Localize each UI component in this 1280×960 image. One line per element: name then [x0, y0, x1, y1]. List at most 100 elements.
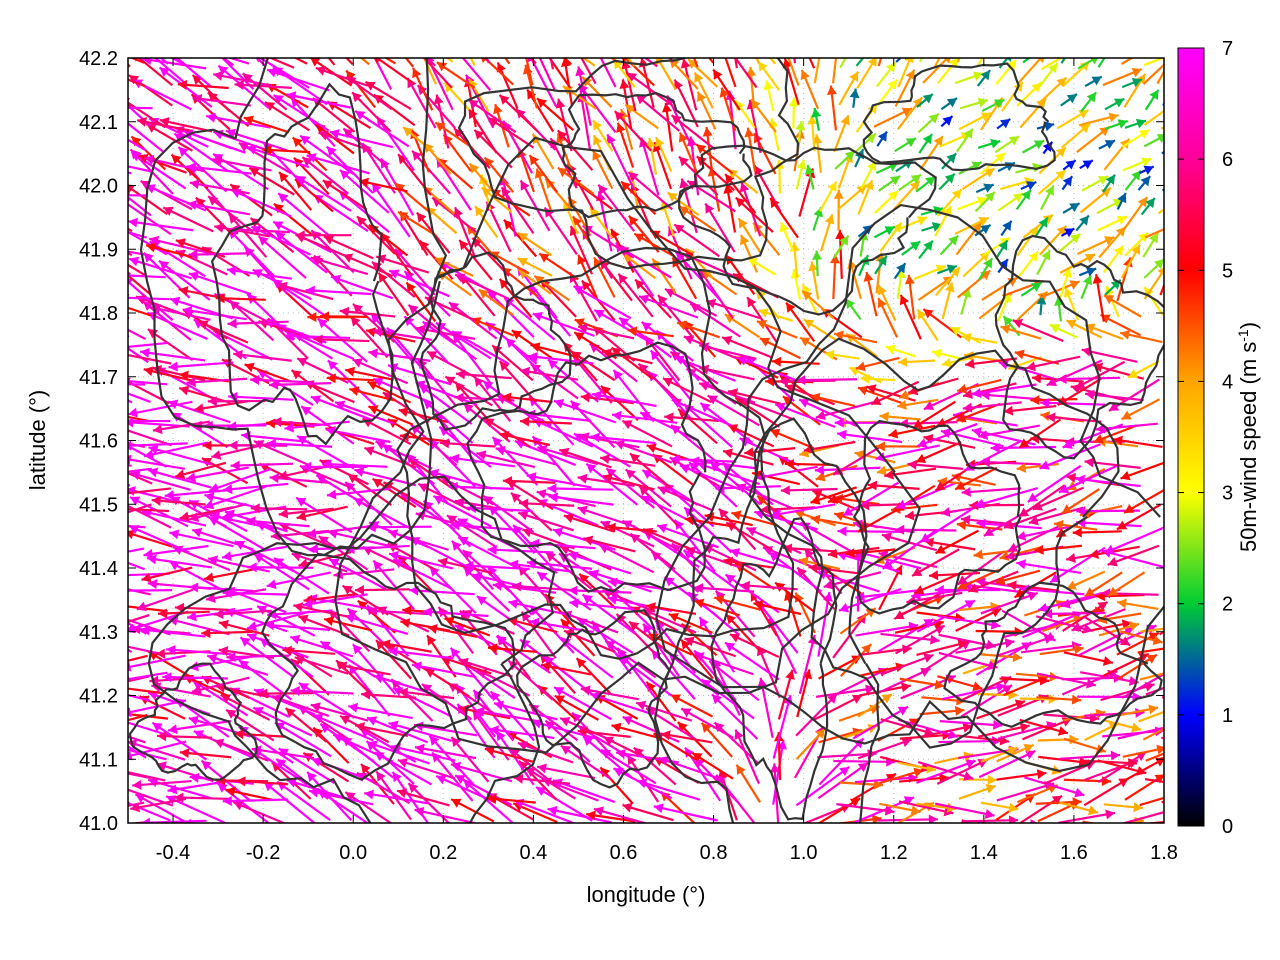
wind-arrow-head — [192, 93, 203, 104]
wind-arrow-head — [388, 529, 399, 539]
wind-arrow-shaft — [798, 634, 816, 695]
wind-arrow-head — [674, 519, 685, 531]
wind-arrow-head — [214, 738, 225, 749]
wind-arrow-head — [62, 558, 72, 568]
wind-arrow-head — [99, 721, 109, 731]
wind-arrow-shaft — [787, 58, 800, 86]
wind-arrow-shaft — [435, 321, 492, 360]
wind-arrow-shaft — [598, 543, 655, 574]
wind-arrow-head — [408, 783, 419, 794]
wind-arrow-head — [174, 792, 184, 803]
colorbar-tick-label: 6 — [1222, 149, 1233, 171]
wind-arrow-head — [980, 70, 991, 81]
wind-arrow-head — [1127, 757, 1138, 768]
wind-arrow-head — [217, 783, 228, 793]
wind-arrow-shaft — [1018, 484, 1066, 518]
wind-arrow-head — [634, 233, 645, 243]
wind-arrow-head — [1071, 622, 1082, 632]
wind-arrow-shaft — [1028, 506, 1084, 525]
wind-arrow-head — [1082, 275, 1093, 286]
wind-arrow-shaft — [334, 401, 395, 425]
wind-arrow-head — [1163, 104, 1164, 106]
wind-arrow-head — [234, 729, 244, 740]
wind-arrow-head — [622, 420, 633, 430]
wind-arrow-shaft — [306, 154, 370, 175]
terrain-contours — [128, 58, 1164, 823]
wind-arrow-shaft — [673, 519, 716, 573]
wind-arrow-head — [723, 448, 734, 459]
wind-arrow-shaft — [817, 761, 869, 800]
wind-arrow-shaft — [351, 91, 392, 133]
wind-arrow-shaft — [263, 780, 316, 823]
wind-arrow-head — [576, 658, 587, 669]
wind-arrow-shaft — [606, 133, 636, 191]
wind-arrow-head — [465, 11, 474, 21]
wind-arrow-head — [1049, 324, 1061, 334]
wind-arrow-shaft — [1058, 464, 1119, 494]
wind-arrow-shaft — [367, 741, 430, 765]
wind-arrow-head — [402, 605, 412, 616]
wind-arrow-head — [496, 636, 507, 646]
wind-arrow-head — [1097, 176, 1109, 185]
wind-arrow-shaft — [344, 791, 393, 823]
wind-arrow-head — [230, 460, 240, 471]
wind-arrow-head — [454, 624, 466, 634]
wind-arrow-head — [1090, 58, 1099, 65]
wind-arrow-head — [856, 184, 867, 195]
wind-arrow-shaft — [128, 106, 153, 110]
wind-arrow-shaft — [645, 707, 697, 741]
wind-arrow-head — [1051, 795, 1063, 805]
wind-arrow-head — [530, 342, 541, 353]
wind-arrow-head — [368, 405, 379, 415]
wind-arrow-head — [518, 232, 529, 243]
x-tick-label: 1.2 — [880, 842, 908, 864]
wind-arrow-shaft — [768, 58, 777, 65]
wind-arrow-head — [175, 238, 186, 248]
wind-arrow-head — [308, 787, 319, 798]
wind-arrow-head — [725, 173, 735, 185]
wind-arrow-shaft — [876, 667, 931, 695]
wind-arrow-shaft — [274, 231, 328, 274]
wind-arrow-head — [1097, 601, 1108, 612]
wind-arrow-head — [457, 518, 469, 528]
wind-arrow-shaft — [128, 614, 150, 623]
wind-arrow-head — [1131, 67, 1142, 78]
wind-arrow-head — [116, 784, 126, 793]
wind-arrow-head — [475, 206, 485, 217]
wind-arrow-head — [1005, 550, 1016, 561]
wind-arrow-shaft — [727, 389, 781, 405]
wind-arrow-head — [815, 44, 825, 54]
wind-arrow-shaft — [148, 237, 211, 255]
wind-arrow-shaft — [622, 715, 680, 743]
wind-arrow-shaft — [266, 571, 331, 588]
wind-arrow-head — [812, 489, 823, 499]
wind-arrow-head — [1105, 809, 1115, 820]
wind-arrow-head — [644, 16, 653, 26]
wind-arrow-head — [662, 377, 674, 387]
wind-arrow-shaft — [272, 66, 328, 106]
wind-arrow-shaft — [188, 585, 254, 593]
wind-arrow-head — [520, 41, 530, 51]
wind-arrow-head — [763, 80, 774, 91]
wind-arrow-head — [879, 411, 889, 422]
wind-arrow-shaft — [976, 58, 984, 67]
wind-arrow-shaft — [917, 761, 974, 780]
wind-arrow-head — [112, 612, 122, 621]
wind-arrow-head — [110, 715, 120, 725]
wind-arrow-head — [372, 478, 383, 488]
wind-arrow-shaft — [128, 508, 169, 513]
wind-arrow-shaft — [1043, 611, 1106, 616]
wind-arrow-shaft — [604, 639, 657, 679]
wind-arrow-head — [1014, 699, 1025, 709]
wind-arrow-head — [697, 91, 707, 102]
wind-arrow-shaft — [458, 658, 513, 678]
wind-arrow-shaft — [1035, 615, 1094, 633]
wind-arrow-head — [1031, 373, 1042, 384]
wind-arrow-head — [871, 395, 882, 406]
wind-arrow-head — [984, 192, 995, 202]
wind-arrow-shaft — [136, 588, 194, 611]
wind-arrow-head — [957, 575, 968, 585]
wind-arrow-head — [944, 282, 955, 293]
wind-arrow-head — [284, 422, 294, 433]
y-tick-label: 42.1 — [79, 112, 118, 134]
